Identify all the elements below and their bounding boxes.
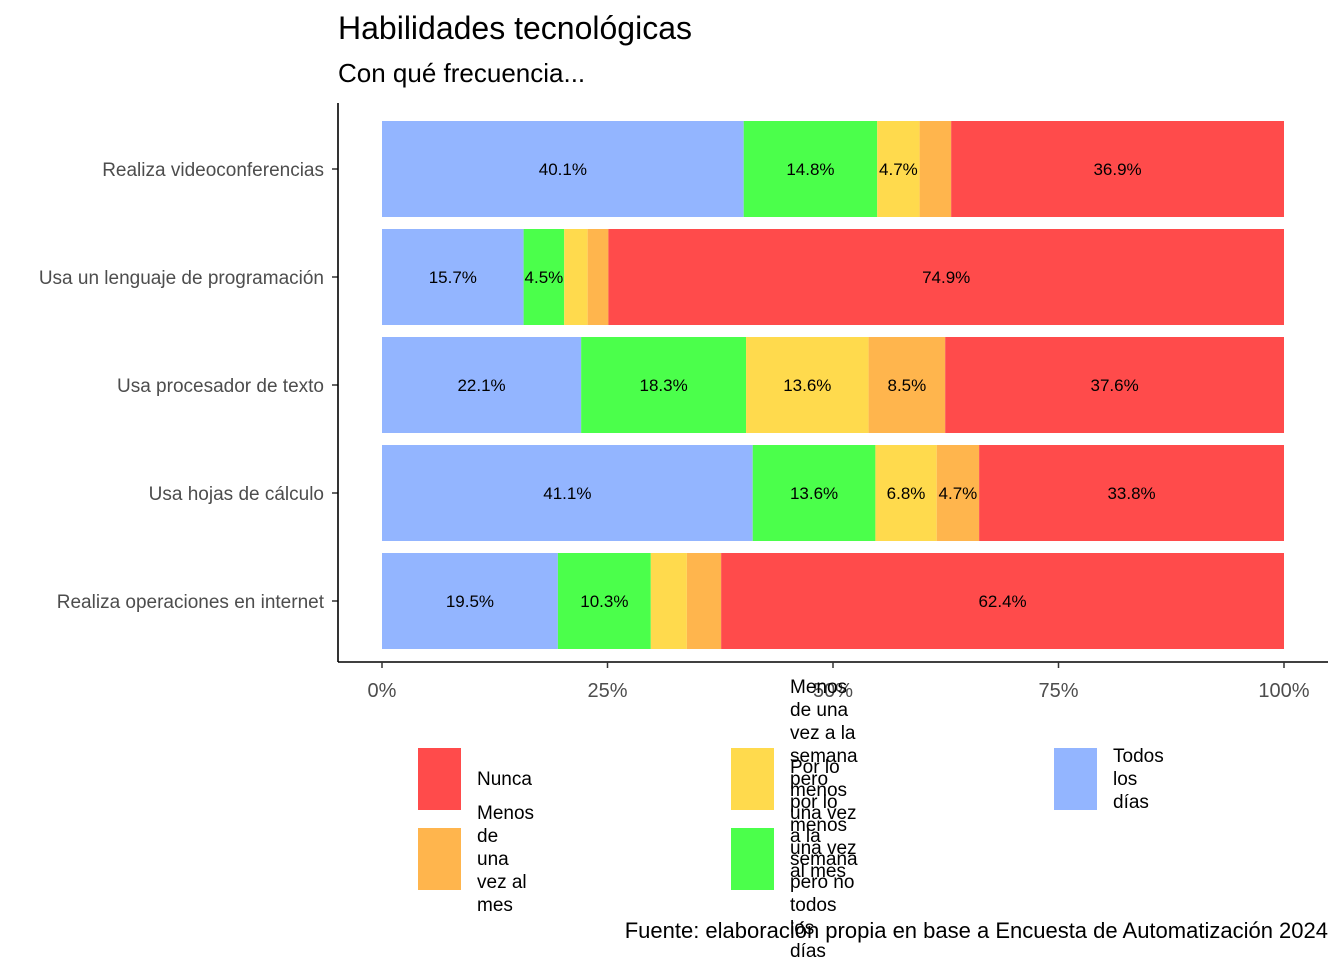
bar-data-label: 13.6% xyxy=(790,484,838,503)
legend-key xyxy=(418,748,461,810)
y-tick-label: Realiza videoconferencias xyxy=(102,160,324,181)
legend-label: Nunca xyxy=(477,745,532,813)
bar-data-label: 15.7% xyxy=(429,268,477,287)
bar-segment-4-3 xyxy=(875,445,937,541)
bar-data-label: 6.8% xyxy=(887,484,926,503)
bar-segment-1-5 xyxy=(951,121,1284,217)
legend-label-line: Por lo menos una vez a la xyxy=(790,756,857,847)
bar-data-label: 18.3% xyxy=(639,376,687,395)
bar-data-label: 33.8% xyxy=(1107,484,1155,503)
bar-data-label: 62.4% xyxy=(978,592,1026,611)
bar-data-label: 37.6% xyxy=(1090,376,1138,395)
bar-segment-3-5 xyxy=(945,337,1284,433)
legend-label-line: Nunca xyxy=(477,768,532,790)
axes-group: Realiza videoconferencias Usa un lenguaje… xyxy=(39,103,1328,702)
legend-label-line: Menos de una vez a la xyxy=(790,676,856,744)
bar-segment-5-5 xyxy=(721,553,1284,649)
bar-segment-5-2 xyxy=(557,553,651,649)
bar-segment-2-1 xyxy=(382,229,524,325)
y-tick-label: Usa un lenguaje de programación xyxy=(39,268,324,289)
bar-data-label: 4.5% xyxy=(525,268,564,287)
bar-data-label: 74.9% xyxy=(922,268,970,287)
x-tick-label: 50% xyxy=(813,680,853,702)
bar-data-label: 13.6% xyxy=(783,376,831,395)
bar-segment-2-2 xyxy=(523,229,565,325)
bar-segment-4-4 xyxy=(936,445,980,541)
legend-label-line: Menos de una vez al mes xyxy=(477,802,535,916)
legend-label-line: semana pero no todos los xyxy=(790,848,858,939)
x-tick-label: 100% xyxy=(1258,680,1309,702)
legend-label: Menos de una vez al mes xyxy=(477,803,534,916)
bar-segment-3-4 xyxy=(868,337,946,433)
bar-segment-3-1 xyxy=(382,337,582,433)
legend-label: Todos los días xyxy=(1113,745,1164,813)
bar-segment-5-3 xyxy=(650,553,687,649)
chart-title: Habilidades tecnológicas xyxy=(338,10,692,46)
bar-data-label: 40.1% xyxy=(539,160,587,179)
legend-label-line: semana pero por lo menos xyxy=(790,745,858,836)
bar-segment-4-5 xyxy=(979,445,1284,541)
bar-data-label: 14.8% xyxy=(786,160,834,179)
bar-data-label: 36.9% xyxy=(1093,160,1141,179)
bar-segment-1-2 xyxy=(743,121,878,217)
bar-data-label: 4.7% xyxy=(879,160,918,179)
bar-data-label: 22.1% xyxy=(457,376,505,395)
legend-label-line: días xyxy=(790,940,826,962)
legend-key xyxy=(418,828,461,890)
legend-label: Menos de una vez a la semana pero por lo … xyxy=(790,677,858,882)
bar-data-label: 8.5% xyxy=(888,376,927,395)
x-tick-label: 25% xyxy=(587,680,627,702)
x-tick-label: 75% xyxy=(1038,680,1078,702)
bars-group xyxy=(382,121,1284,649)
bar-segment-5-4 xyxy=(686,553,722,649)
bar-data-label: 19.5% xyxy=(446,592,494,611)
legend-label-line: Todos los días xyxy=(1113,745,1164,813)
legend-key xyxy=(731,748,774,810)
legend-key xyxy=(1054,748,1097,810)
bar-segment-4-2 xyxy=(752,445,876,541)
bar-data-label: 10.3% xyxy=(580,592,628,611)
y-tick-label: Realiza operaciones en internet xyxy=(57,592,325,613)
bar-segment-2-4 xyxy=(587,229,609,325)
legend-label-line: una vez al mes xyxy=(790,837,857,882)
legend-label: Por lo menos una vez a la semana pero no … xyxy=(790,757,858,962)
stacked-bar-chart: 40.1% 14.8% 4.7% 36.9% 15.7% 4.5% 74.9% 22.1% 18… xyxy=(39,103,1328,702)
bar-segment-1-3 xyxy=(877,121,920,217)
bar-segment-1-1 xyxy=(382,121,744,217)
bar-segment-3-2 xyxy=(581,337,747,433)
bar-labels-group: 40.1% 14.8% 4.7% 36.9% 15.7% 4.5% 74.9% 22.1% 18… xyxy=(429,160,1156,611)
bar-segment-5-1 xyxy=(382,553,558,649)
y-tick-label: Usa hojas de cálculo xyxy=(149,484,324,505)
chart-caption: Fuente: elaboración propia en base a Enc… xyxy=(624,918,1328,943)
chart-subtitle: Con qué frecuencia... xyxy=(338,58,586,88)
legend-key xyxy=(731,828,774,890)
x-tick-label: 0% xyxy=(368,680,397,702)
bar-segment-2-5 xyxy=(608,229,1284,325)
bar-data-label: 41.1% xyxy=(543,484,591,503)
bar-segment-4-1 xyxy=(382,445,753,541)
bar-segment-1-4 xyxy=(919,121,952,217)
bar-segment-3-3 xyxy=(746,337,869,433)
bar-segment-2-3 xyxy=(564,229,588,325)
y-tick-label: Usa procesador de texto xyxy=(117,376,324,397)
bar-data-label: 4.7% xyxy=(939,484,978,503)
